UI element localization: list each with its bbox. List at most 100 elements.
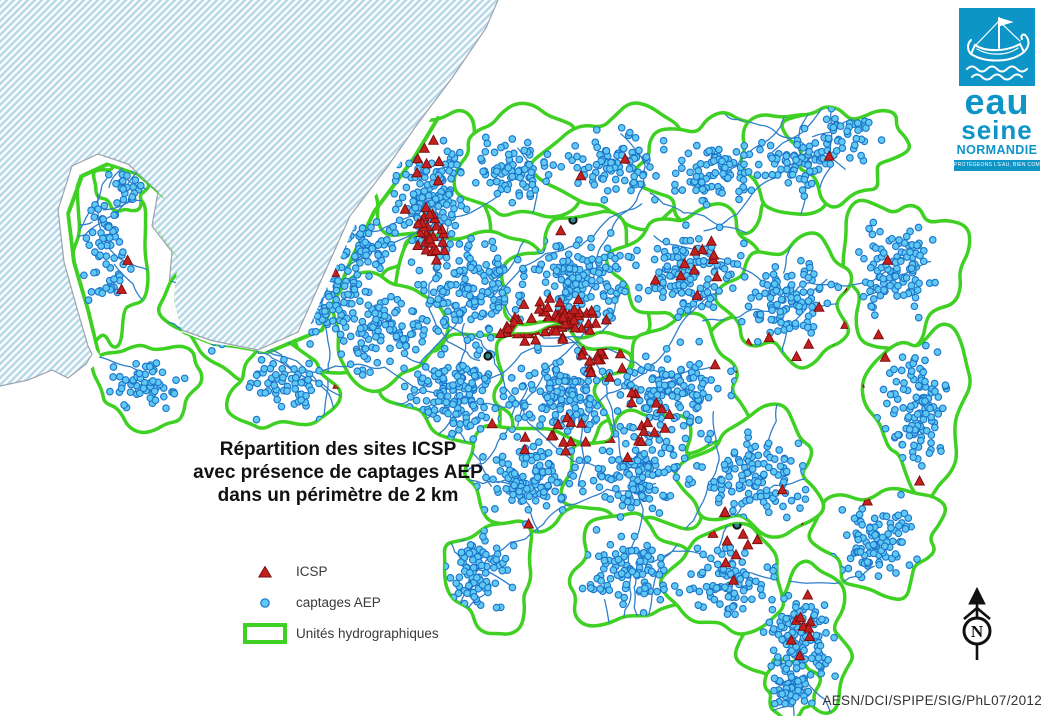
captage-dot xyxy=(751,442,760,451)
captage-dot xyxy=(340,298,348,307)
captage-dot xyxy=(798,186,807,194)
captage-dot xyxy=(659,278,667,287)
captage-dot xyxy=(557,162,566,171)
captage-dot xyxy=(740,239,748,248)
captage-dot xyxy=(455,257,464,265)
captage-dot xyxy=(110,211,118,219)
captage-dot xyxy=(769,646,778,655)
captage-dot xyxy=(926,404,934,413)
captage-dot xyxy=(515,155,524,164)
captage-dot xyxy=(298,366,307,374)
captage-dot xyxy=(477,154,485,163)
captage-dot xyxy=(351,252,359,261)
captage-dot xyxy=(741,549,749,557)
captage-dot xyxy=(332,286,341,295)
captage-dot xyxy=(898,538,906,546)
captage-dot xyxy=(761,289,769,298)
river xyxy=(72,351,147,373)
captage-dot xyxy=(405,218,414,227)
captage-dot xyxy=(907,402,915,411)
captage-dot xyxy=(596,276,604,284)
captage-dot xyxy=(892,569,900,577)
captage-dot xyxy=(420,187,429,195)
captage-dot xyxy=(886,390,895,399)
captage-dot xyxy=(644,286,653,295)
captage-dot xyxy=(545,384,554,393)
captage-dot xyxy=(696,159,705,168)
captage-dot xyxy=(607,475,615,484)
captage-dot xyxy=(481,133,490,142)
captage-dot xyxy=(595,255,603,264)
captage-dot xyxy=(808,302,816,311)
captage-dot xyxy=(346,332,355,341)
captage-dot xyxy=(631,133,640,142)
captage-dot xyxy=(381,297,390,306)
captage-dot xyxy=(887,524,895,532)
captage-dot xyxy=(543,150,552,159)
captage-dot xyxy=(344,290,352,299)
captage-dot xyxy=(463,284,472,293)
captage-dot xyxy=(115,238,124,246)
captage-dot xyxy=(576,393,584,402)
captage-dot xyxy=(732,148,741,156)
captage-dot xyxy=(583,455,592,464)
captage-dot xyxy=(627,546,636,555)
captage-dot xyxy=(145,362,154,371)
captage-dot xyxy=(556,371,565,380)
captage-dot xyxy=(760,470,768,479)
captage-dot xyxy=(747,186,756,195)
captage-dot xyxy=(465,549,474,558)
map-title-line3: dans un périmètre de 2 km xyxy=(217,485,459,506)
river xyxy=(428,216,481,361)
captage-dot xyxy=(361,238,370,247)
captage-dot xyxy=(758,138,766,147)
captage-dot xyxy=(635,396,644,405)
captage-dot xyxy=(767,662,776,670)
captage-dot xyxy=(836,122,845,131)
captage-dot xyxy=(634,467,643,475)
captage-dot xyxy=(709,157,718,165)
agency-logo: eau seine normandie PROTÉGEONS L'EAU, BI… xyxy=(954,8,1040,171)
captage-dot xyxy=(465,568,474,577)
captage-dot xyxy=(680,381,688,390)
captage-dot xyxy=(800,124,809,133)
captage-dot xyxy=(671,180,679,189)
captage-dot xyxy=(843,127,851,136)
captage-dot xyxy=(457,168,465,177)
captage-dot xyxy=(877,136,886,144)
captage-dot xyxy=(795,302,803,311)
captage-dot xyxy=(443,261,451,270)
captage-dot xyxy=(564,278,572,286)
captage-dot xyxy=(913,555,921,564)
captage-dot xyxy=(557,275,566,284)
captage-dot xyxy=(882,512,891,521)
captage-dot xyxy=(823,299,832,308)
captage-dot xyxy=(735,458,744,467)
captage-dot xyxy=(553,387,561,396)
captage-dot xyxy=(399,335,408,343)
captage-dot xyxy=(358,224,367,233)
captage-dot xyxy=(814,654,823,662)
icsp-marker xyxy=(852,344,865,356)
captage-dot xyxy=(447,281,455,289)
captage-dot xyxy=(876,227,884,236)
captage-dot xyxy=(941,381,950,390)
captage-dot xyxy=(380,311,389,320)
captage-dot xyxy=(614,591,623,599)
captage-dot xyxy=(556,357,564,366)
captage-dot xyxy=(455,391,464,400)
captage-dot xyxy=(800,646,808,655)
captage-dot xyxy=(869,549,878,558)
captage-dot xyxy=(799,143,808,152)
captage-dot xyxy=(463,589,472,598)
captage-dot xyxy=(455,289,464,298)
captage-dot xyxy=(139,384,148,393)
captage-dot xyxy=(349,223,357,232)
captage-dot xyxy=(524,505,533,514)
captage-dot xyxy=(698,568,707,577)
captage-dot xyxy=(392,332,401,341)
captage-dot xyxy=(921,341,930,350)
captage-dot xyxy=(870,311,879,319)
captage-dot xyxy=(381,250,390,258)
captage-dot xyxy=(684,288,693,296)
